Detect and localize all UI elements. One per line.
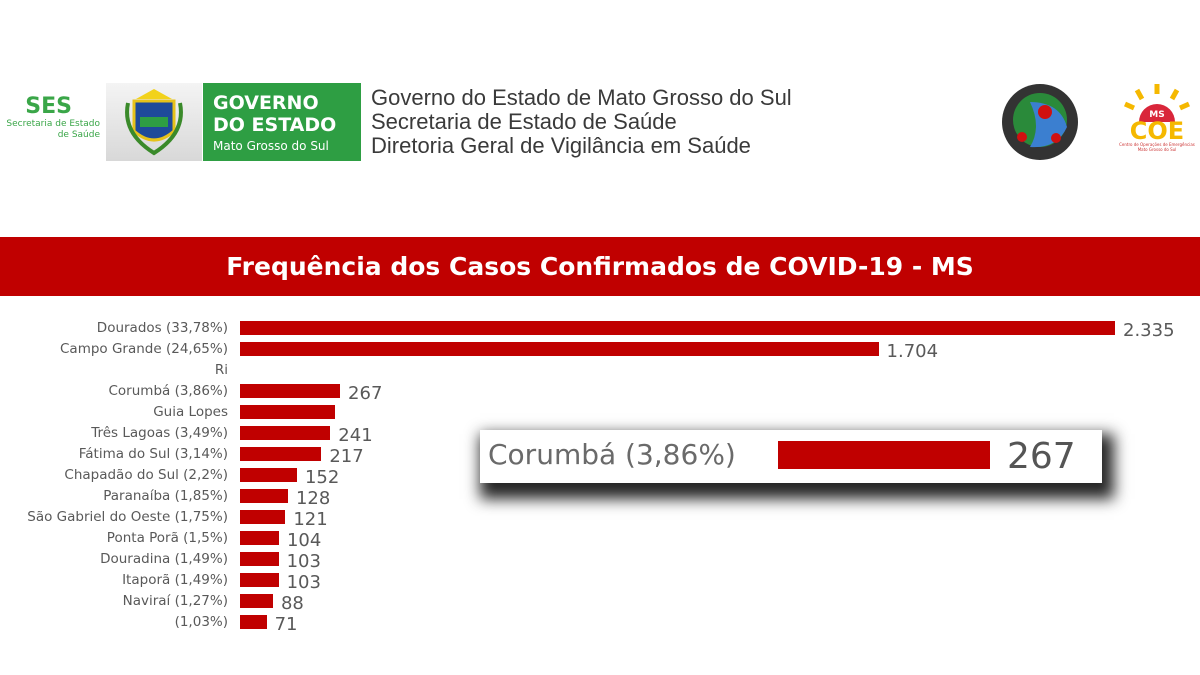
gov-logo-line2: DO ESTADO [213, 114, 337, 136]
bar-label: Campo Grande (24,65%) [60, 341, 228, 357]
bar-label: Itaporã (1,49%) [122, 572, 228, 588]
bar-label: Chapadão do Sul (2,2%) [64, 467, 228, 483]
bar [240, 594, 273, 608]
highlight-bar [778, 441, 990, 469]
ses-ms-seal-logo [1000, 82, 1080, 166]
bar-label: Fátima do Sul (3,14%) [78, 446, 228, 462]
gov-logo-line1: GOVERNO [213, 92, 319, 114]
coe-subtitle: Centro de Operações de Emergências Mato … [1119, 142, 1195, 152]
bar-label: Ponta Porã (1,5%) [106, 530, 228, 546]
bar [240, 426, 331, 440]
chart-title: Frequência dos Casos Confirmados de COVI… [0, 237, 1200, 296]
bar-value-label: 152 [304, 467, 340, 488]
bar-value-label: 88 [280, 593, 304, 614]
header-line-directorate: Diretoria Geral de Vigilância em Saúde [371, 133, 751, 158]
bar-value-label: 128 [295, 488, 331, 509]
bar-value-label: 104 [286, 530, 322, 551]
highlight-label: Corumbá (3,86%) [488, 438, 736, 471]
bar-value-label: 1.704 [886, 341, 939, 362]
bar [240, 552, 279, 566]
bar [240, 342, 879, 356]
header-text: Governo do Estado de Mato Grosso do Sul … [371, 86, 792, 158]
ses-logo: SES Secretaria de Estado de Saúde [0, 95, 100, 141]
bar-label: Dourados (33,78%) [96, 320, 228, 336]
bar [240, 531, 279, 545]
bar-label: Corumbá (3,86%) [108, 383, 229, 399]
bar-label: Naviraí (1,27%) [122, 593, 228, 609]
ses-logo-subtitle: Secretaria de Estado [6, 119, 100, 129]
bar [240, 384, 341, 398]
bar [240, 573, 279, 587]
bar-value-label: 267 [348, 383, 383, 404]
bar [240, 321, 1115, 335]
bar-label: São Gabriel do Oeste (1,75%) [27, 509, 228, 525]
ses-logo-subtitle-2: de Saúde [57, 130, 100, 140]
bar-value-label: 71 [274, 614, 298, 635]
highlight-callout: Corumbá (3,86%) 267 [480, 430, 1102, 483]
bar-value-label: 217 [329, 446, 364, 467]
bar-value-label: 121 [293, 509, 328, 530]
header-line-government: Governo do Estado de Mato Grosso do Sul [371, 85, 792, 110]
gov-logo-line3: Mato Grosso do Sul [213, 139, 329, 153]
bar-label: (1,03%) [174, 614, 228, 630]
coe-ms-text: MS [1149, 110, 1165, 120]
bar-label: Três Lagoas (3,49%) [91, 425, 228, 441]
bar-value-label: 103 [286, 551, 321, 572]
bar-value-label: 241 [338, 425, 373, 446]
state-coat-of-arms-logo [106, 83, 202, 161]
bar-label: Douradina (1,49%) [100, 551, 228, 567]
coe-text: COE [1129, 117, 1185, 145]
bar [240, 405, 336, 419]
coe-logo: MS COE Centro de Operações de Emergência… [1118, 82, 1196, 152]
ses-logo-title: SES [25, 94, 72, 119]
bar [240, 447, 322, 461]
highlight-value: 267 [1007, 436, 1076, 477]
bar-chart: Dourados (33,78%) 2.335 Campo Grande (24,6… [0, 318, 1200, 638]
governo-logo: GOVERNO DO ESTADO Mato Grosso do Sul [203, 83, 361, 161]
bar-value-label: 103 [286, 572, 321, 593]
bar-value-label: 2.335 [1123, 320, 1175, 341]
bar-label: Guia Lopes [153, 404, 228, 420]
bar [240, 489, 288, 503]
bar [240, 615, 267, 629]
bar-label: Ri [214, 362, 228, 378]
bar-label: Paranaíba (1,85%) [103, 488, 228, 504]
bar [240, 468, 297, 482]
bar [240, 510, 286, 524]
header-line-secretariat: Secretaria de Estado de Saúde [371, 109, 677, 134]
